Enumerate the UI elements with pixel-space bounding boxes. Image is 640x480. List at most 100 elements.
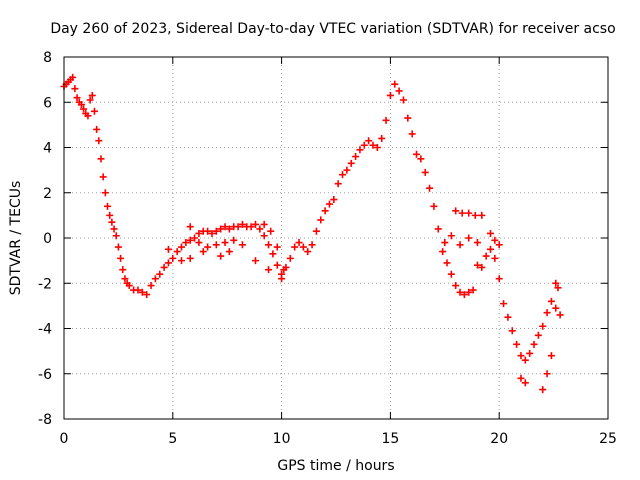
- data-point: [360, 141, 368, 149]
- y-tick-label: 2: [43, 186, 52, 202]
- x-tick-label: 15: [381, 431, 399, 447]
- data-point: [500, 300, 508, 308]
- data-point: [543, 309, 551, 317]
- data-point: [478, 263, 486, 271]
- data-point: [93, 125, 101, 133]
- data-point: [482, 252, 490, 260]
- data-point: [278, 275, 286, 283]
- y-axis-title: SDTVAR / TECUs: [8, 181, 24, 296]
- data-point: [186, 236, 194, 244]
- data-point: [143, 291, 151, 299]
- data-point: [151, 275, 159, 283]
- data-point: [86, 96, 94, 104]
- data-point: [330, 196, 338, 204]
- data-point: [543, 370, 551, 378]
- data-point: [251, 220, 259, 228]
- data-point: [80, 105, 88, 113]
- data-point: [404, 114, 412, 122]
- data-point: [212, 241, 220, 249]
- data-point: [208, 229, 216, 237]
- data-point: [513, 340, 521, 348]
- data-point: [217, 225, 225, 233]
- data-point: [280, 266, 288, 274]
- y-tick-label: 6: [43, 95, 52, 111]
- x-tick-label: 10: [273, 431, 291, 447]
- data-point: [121, 275, 129, 283]
- data-point: [195, 239, 203, 247]
- data-point: [443, 259, 451, 267]
- data-point: [104, 202, 112, 210]
- data-point: [491, 254, 499, 262]
- data-point: [112, 232, 120, 240]
- data-point: [114, 243, 122, 251]
- data-point: [460, 291, 468, 299]
- data-point: [478, 211, 486, 219]
- data-point: [395, 87, 403, 95]
- data-point: [265, 266, 273, 274]
- data-point: [101, 189, 109, 197]
- data-point: [556, 311, 564, 319]
- data-point: [299, 243, 307, 251]
- data-point: [447, 270, 455, 278]
- data-point: [221, 223, 229, 231]
- data-point: [217, 252, 225, 260]
- data-point: [534, 331, 542, 339]
- data-point: [186, 223, 194, 231]
- data-point: [473, 261, 481, 269]
- data-point: [308, 241, 316, 249]
- data-point: [421, 168, 429, 176]
- y-tick-label: 4: [43, 141, 52, 157]
- data-point: [256, 225, 264, 233]
- data-point: [486, 229, 494, 237]
- chart-title: Day 260 of 2023, Sidereal Day-to-day VTE…: [50, 21, 615, 37]
- data-point: [447, 232, 455, 240]
- data-point: [439, 248, 447, 256]
- data-point: [234, 223, 242, 231]
- data-point: [106, 211, 114, 219]
- y-tick-label: -4: [38, 322, 52, 338]
- data-point: [99, 173, 107, 181]
- data-point: [199, 248, 207, 256]
- data-point: [269, 250, 277, 258]
- data-point: [473, 239, 481, 247]
- y-tick-label: -2: [38, 276, 52, 292]
- data-point: [182, 239, 190, 247]
- data-point: [260, 220, 268, 228]
- data-point: [204, 227, 212, 235]
- data-point: [539, 322, 547, 330]
- data-point: [352, 153, 360, 161]
- x-tick-label: 0: [60, 431, 69, 447]
- data-point: [312, 227, 320, 235]
- data-point: [69, 73, 77, 81]
- data-point: [456, 241, 464, 249]
- data-point: [186, 254, 194, 262]
- data-point: [247, 223, 255, 231]
- data-point: [339, 171, 347, 179]
- data-point: [164, 245, 172, 253]
- data-point: [334, 180, 342, 188]
- data-point: [365, 137, 373, 145]
- data-point: [321, 207, 329, 215]
- data-point: [169, 254, 177, 262]
- data-point: [134, 286, 142, 294]
- data-point: [356, 146, 364, 154]
- data-point: [90, 107, 98, 115]
- data-point: [521, 379, 529, 387]
- axis-ticks: 0 5 10 15 20 25 -8 -6 -4 -2 0 2 4 6 8: [38, 50, 617, 447]
- data-point: [417, 155, 425, 163]
- data-point: [191, 234, 199, 242]
- data-point: [369, 141, 377, 149]
- data-point: [465, 234, 473, 242]
- data-point: [458, 209, 466, 217]
- data-point: [456, 288, 464, 296]
- data-point: [491, 236, 499, 244]
- data-point: [465, 209, 473, 217]
- data-point: [108, 218, 116, 226]
- data-point: [125, 282, 133, 290]
- gridlines: [64, 57, 608, 419]
- data-point: [399, 96, 407, 104]
- data-point: [452, 207, 460, 215]
- data-point: [119, 266, 127, 274]
